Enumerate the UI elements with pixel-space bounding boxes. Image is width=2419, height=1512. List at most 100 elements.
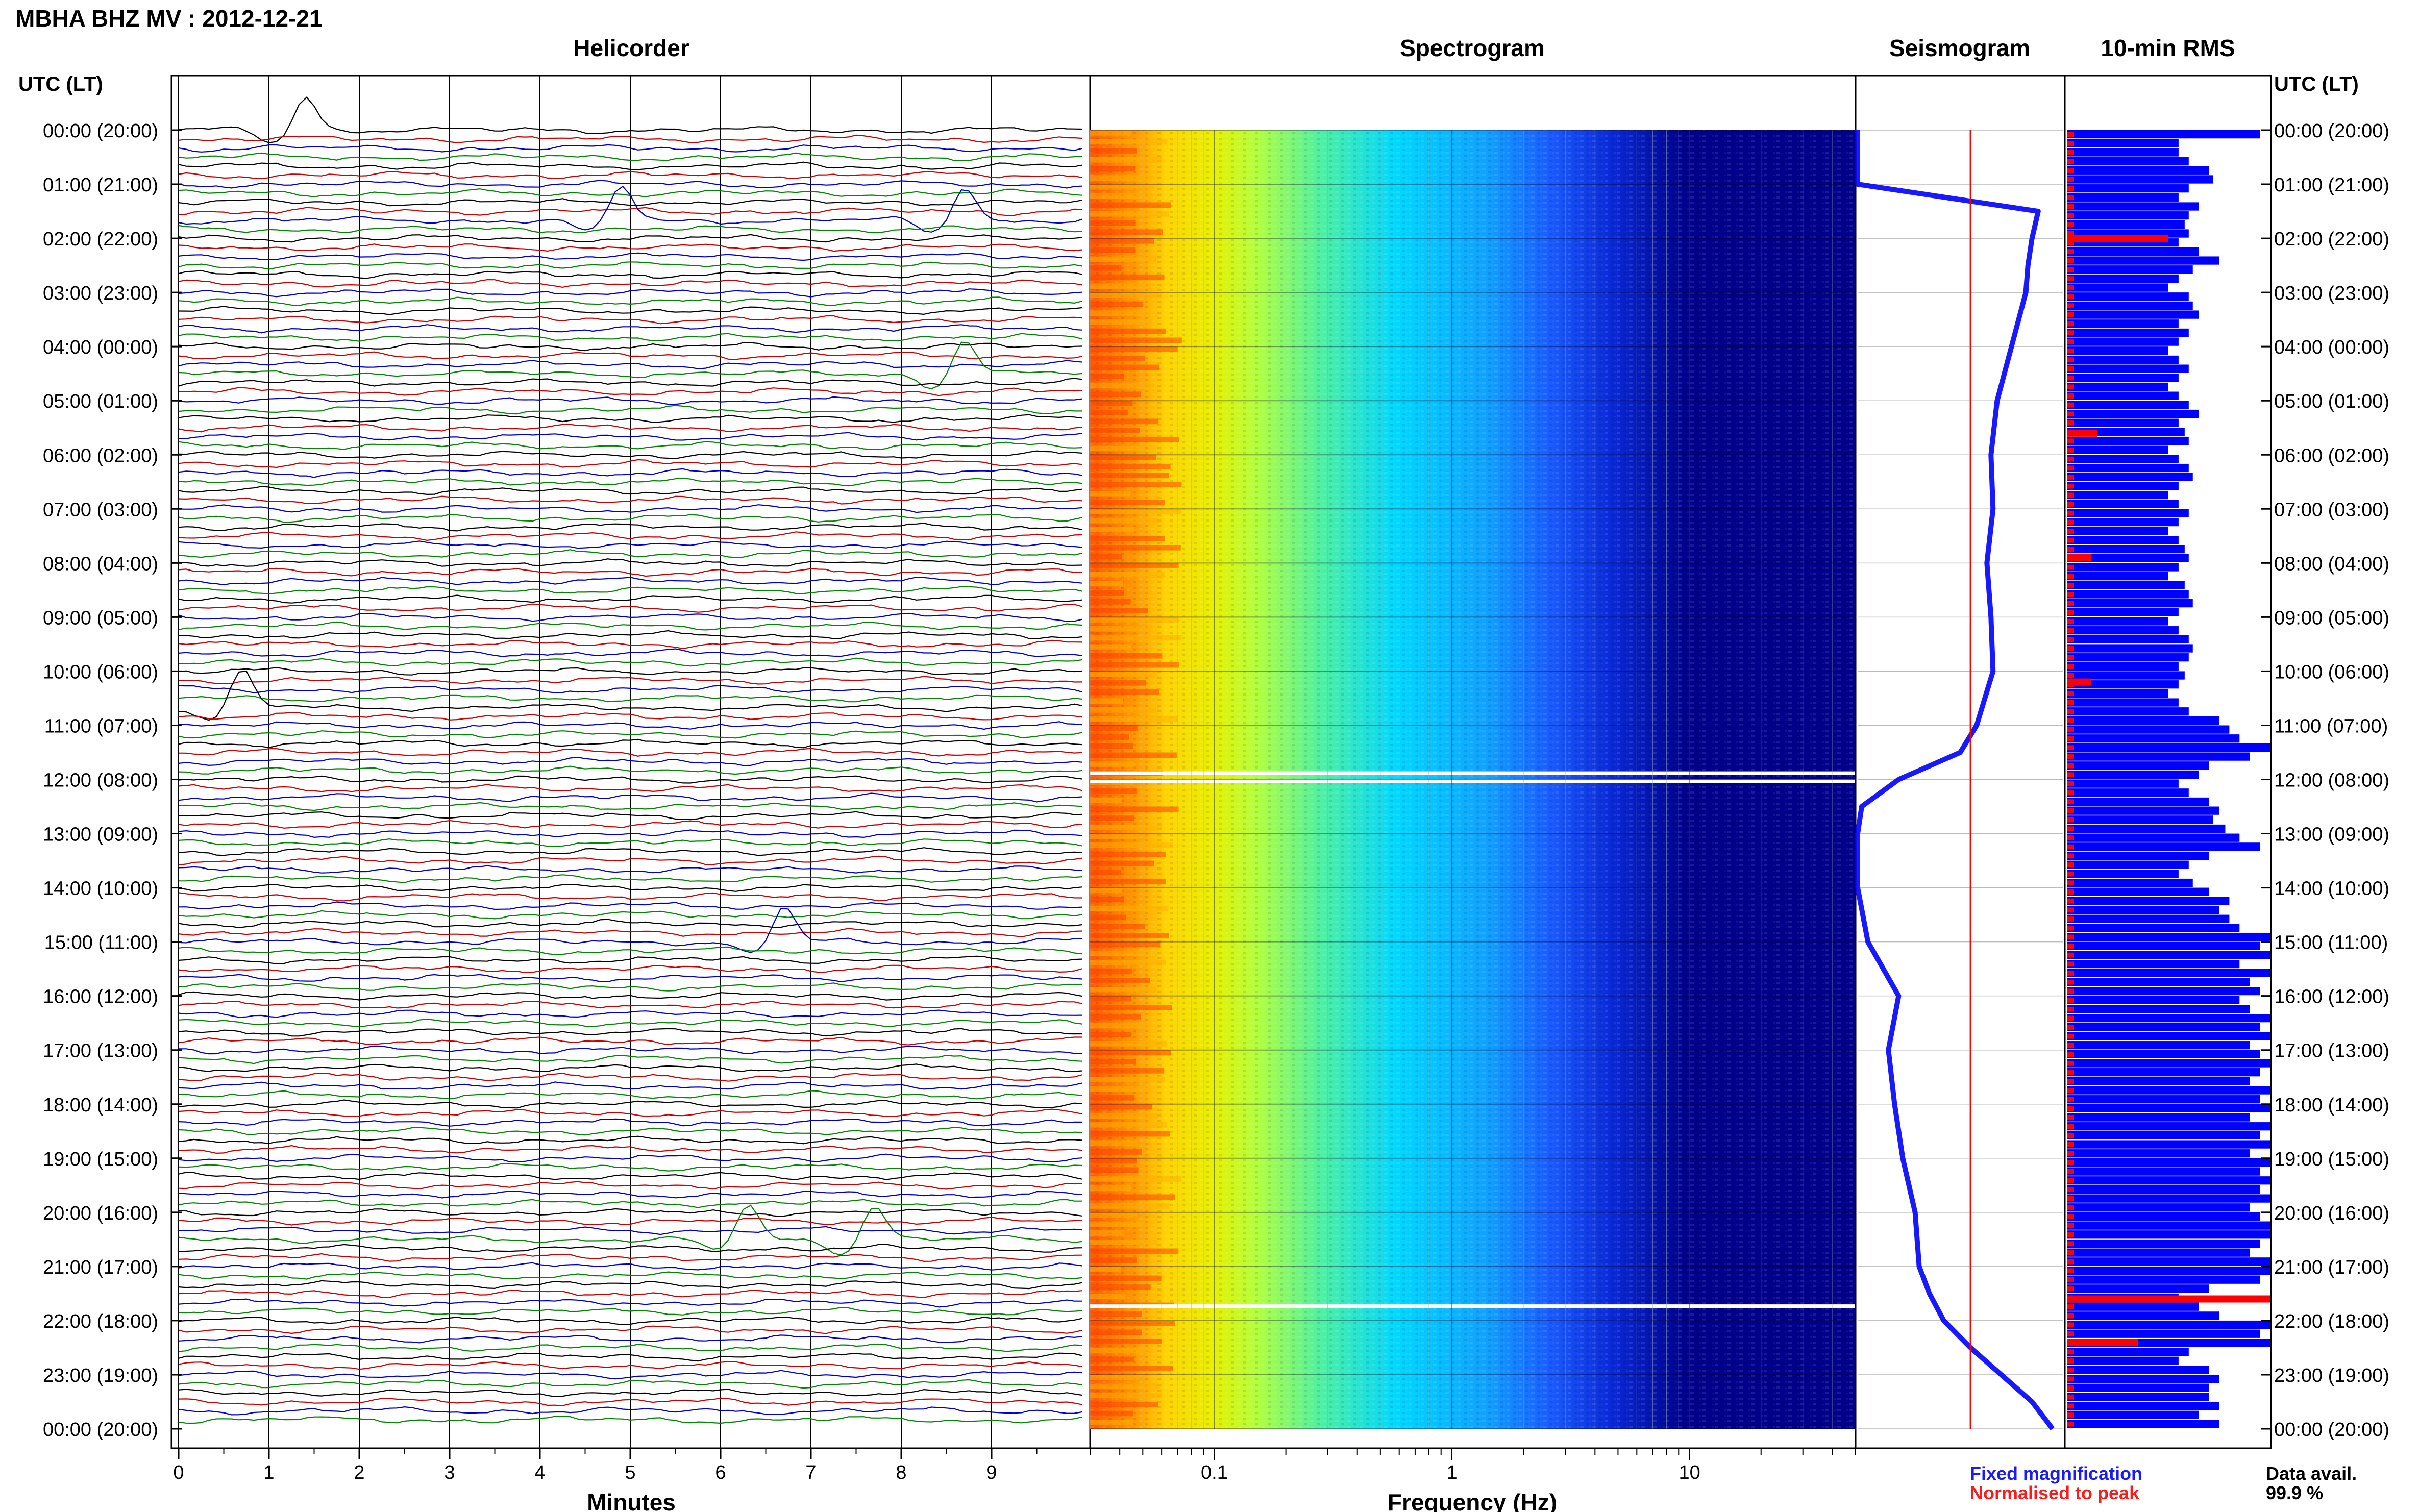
rms-norm-marker (2067, 880, 2074, 886)
time-label-left-23: 23:00 (19:00) (43, 1365, 158, 1386)
time-label-right-24: 00:00 (20:00) (2274, 1419, 2389, 1441)
spectrogram-band (1090, 905, 1169, 911)
rms-norm-marker (2067, 475, 2074, 480)
spectrogram-band (1090, 482, 1182, 487)
helicorder-title: Helicorder (573, 35, 689, 61)
spectrogram-band (1090, 1248, 1179, 1254)
rms-norm-marker (2067, 1142, 2074, 1147)
time-label-left-15: 15:00 (11:00) (44, 932, 158, 954)
time-label-right-2: 02:00 (22:00) (2274, 229, 2389, 250)
rms-norm-marker (2067, 1151, 2074, 1156)
spectrogram-title: Spectrogram (1400, 35, 1545, 61)
helicorder-trace (178, 775, 1082, 784)
rms-norm-marker (2067, 330, 2074, 336)
helicorder-trace (178, 1000, 1082, 1009)
spectrogram-band (1090, 1266, 1121, 1272)
helicorder-trace (178, 865, 1082, 874)
helicorder-trace (178, 441, 1082, 451)
rms-norm-marker (2067, 673, 2074, 678)
spectrogram-band (1090, 428, 1140, 433)
rms-norm-marker (2067, 492, 2074, 498)
helicorder-trace (178, 1325, 1082, 1334)
rms-bar (2067, 482, 2179, 490)
spectrogram-band (1090, 175, 1148, 181)
spectrogram-band (1090, 1176, 1181, 1182)
rms-bar (2067, 220, 2185, 229)
rms-norm-marker (2067, 610, 2074, 615)
spectrogram-band (1090, 445, 1144, 452)
helicorder-trace (178, 279, 1082, 288)
spectrogram-band (1090, 1293, 1125, 1299)
time-label-right-16: 16:00 (12:00) (2274, 986, 2389, 1008)
rms-norm-marker (2067, 195, 2074, 200)
spectrogram-band (1090, 1005, 1172, 1010)
helicorder-trace (178, 847, 1082, 856)
helicorder-trace (178, 748, 1082, 757)
rms-bar (2067, 391, 2179, 400)
spectrogram-band (1090, 833, 1139, 839)
helicorder-trace (178, 974, 1082, 983)
spectrogram-band (1090, 527, 1134, 533)
time-label-left-3: 03:00 (23:00) (43, 283, 158, 304)
spectrogram-band (1090, 337, 1182, 343)
rms-bar (2067, 274, 2179, 283)
spectrogram-band (1090, 455, 1156, 460)
rms-bar (2067, 418, 2179, 427)
helicorder-trace (178, 1352, 1082, 1362)
rms-norm-marker (2067, 664, 2074, 669)
spectrogram-band (1090, 1032, 1132, 1037)
rms-norm-marker (2067, 790, 2074, 796)
helicorder-trace (178, 946, 1082, 955)
rms-norm-marker (2067, 1250, 2074, 1255)
rms-bar (2067, 265, 2193, 274)
rms-bar (2067, 1185, 2260, 1194)
spectrogram-band (1090, 500, 1165, 506)
time-label-left-5: 05:00 (01:00) (43, 391, 158, 412)
spectrogram-gridlines (1090, 130, 1856, 1460)
helicorder-trace (178, 910, 1082, 920)
helicorder-trace (178, 1397, 1082, 1406)
spectrogram-band (1090, 436, 1179, 442)
helicorder-trace (178, 1028, 1082, 1037)
spectrogram-band (1090, 680, 1147, 686)
spectrogram-band (1090, 951, 1147, 956)
helicorder-trace (178, 991, 1082, 1001)
time-label-right-23: 23:00 (19:00) (2274, 1365, 2389, 1386)
helicorder-trace (178, 648, 1082, 658)
rms-bar (2067, 752, 2250, 761)
spectrogram-band (1090, 1420, 1134, 1425)
figure-title: MBHA BHZ MV : 2012-12-21 (15, 5, 323, 32)
helicorder-trace (178, 243, 1082, 252)
helicorder-trace (178, 756, 1082, 766)
spectrogram-band (1090, 824, 1162, 830)
rms-norm-marker (2067, 745, 2074, 751)
helicorder-trace (178, 296, 1082, 306)
spectrogram-band (1090, 130, 1131, 136)
spectrogram-band (1090, 1131, 1170, 1137)
rms-bar (2067, 346, 2168, 355)
rms-bar (2067, 517, 2179, 527)
spectrogram-band (1090, 463, 1171, 469)
rms-bar (2067, 1194, 2270, 1203)
rms-norm-marker (2067, 366, 2074, 371)
time-label-right-22: 22:00 (18:00) (2274, 1311, 2389, 1332)
helicorder-trace (178, 712, 1082, 721)
rms-norm-marker (2067, 1205, 2074, 1210)
time-label-left-22: 22:00 (18:00) (43, 1311, 158, 1332)
spectrogram-band (1090, 265, 1122, 271)
helicorder-trace (178, 1244, 1082, 1253)
spectrogram-band (1090, 788, 1138, 794)
rms-bar (2067, 1393, 2209, 1401)
rms-bar (2067, 914, 2230, 923)
spectrogram-band (1090, 806, 1179, 812)
data-availability-label: Data avail. (2266, 1463, 2357, 1484)
spectrogram-band (1090, 256, 1156, 262)
rms-bar (2067, 301, 2193, 310)
helicorder-trace (178, 639, 1082, 650)
rms-norm-marker (2067, 727, 2074, 732)
helicorder-trace (178, 1307, 1082, 1316)
helicorder-trace (178, 1262, 1082, 1271)
rms-bar (2067, 1266, 2270, 1275)
rms-norm-marker (2067, 1006, 2074, 1012)
rms-norm-marker (2067, 510, 2074, 516)
